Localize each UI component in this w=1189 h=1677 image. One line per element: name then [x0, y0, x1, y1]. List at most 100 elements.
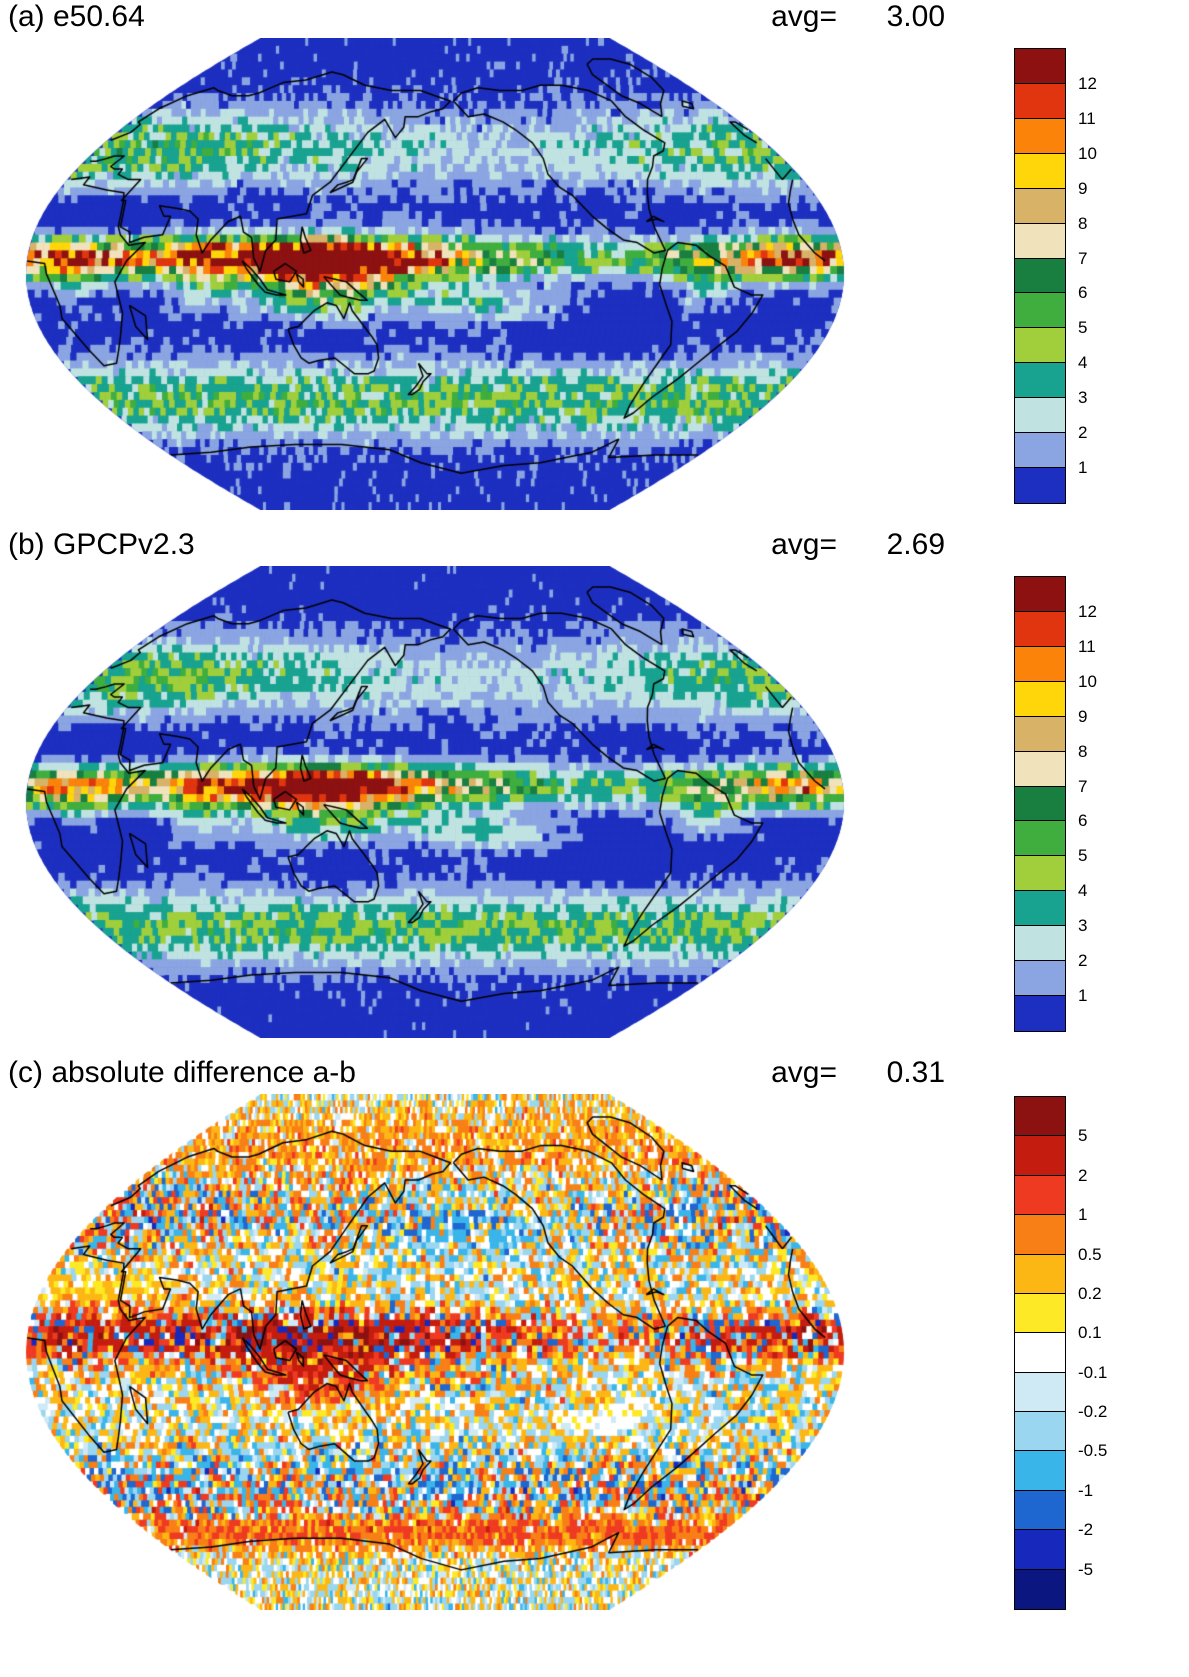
colorbar-box	[1015, 1530, 1065, 1570]
panel-b-avg-value: 2.69	[886, 528, 945, 561]
colorbar-box	[1015, 716, 1065, 752]
colorbar-b-stack	[1014, 576, 1066, 1032]
panel-b-avg-label: avg=	[771, 528, 837, 561]
colorbar-tick-label: 0.2	[1078, 1283, 1102, 1303]
panel-c-title: (c) absolute difference a-b	[8, 1056, 356, 1089]
colorbar-box	[1015, 293, 1065, 329]
colorbar-tick-label: 2	[1078, 423, 1088, 443]
colorbar-tick-label: 2	[1078, 951, 1088, 971]
colorbar-box	[1015, 468, 1065, 503]
colorbar-box	[1015, 856, 1065, 892]
panel-b: (b) GPCPv2.3 avg= 2.69 12 11 10 9 8 7 6 5 4 3 2 1	[0, 528, 1189, 1056]
colorbar-box	[1015, 398, 1065, 434]
colorbar-tick-label: 5	[1078, 846, 1088, 866]
colorbar-box	[1015, 328, 1065, 364]
panel-a-avg-label: avg=	[771, 0, 837, 33]
colorbar-box	[1015, 926, 1065, 962]
colorbar-tick-label: 8	[1078, 213, 1088, 233]
colorbar-tick-label: -0.2	[1078, 1402, 1108, 1422]
colorbar-tick-label: 4	[1078, 353, 1088, 373]
colorbar-tick-label: -2	[1078, 1520, 1094, 1540]
panel-a-title: (a) e50.64	[8, 0, 145, 33]
panel-a-avg-value: 3.00	[886, 0, 945, 33]
colorbar-box	[1015, 1215, 1065, 1255]
colorbar-box	[1015, 1372, 1065, 1412]
colorbar-tick-label: 6	[1078, 283, 1088, 303]
panel-c-avg-value: 0.31	[886, 1056, 945, 1089]
colorbar-tick-label: -0.1	[1078, 1362, 1108, 1382]
colorbar-tick-label: 8	[1078, 741, 1088, 761]
colorbar-box	[1015, 1254, 1065, 1294]
colorbar-tick-label: 10	[1078, 671, 1097, 691]
colorbar-box	[1015, 223, 1065, 259]
colorbar-box	[1015, 891, 1065, 927]
colorbar-box	[1015, 153, 1065, 189]
colorbar-tick-label: 11	[1078, 636, 1096, 656]
colorbar-box	[1015, 681, 1065, 717]
colorbar-box	[1015, 646, 1065, 682]
colorbar-b: 12 11 10 9 8 7 6 5 4 3 2 1	[1014, 576, 1097, 1032]
colorbar-a: 12 11 10 9 8 7 6 5 4 3 2 1	[1014, 48, 1097, 504]
colorbar-tick-label: 12	[1078, 73, 1097, 93]
colorbar-box	[1015, 1569, 1065, 1609]
colorbar-box	[1015, 1333, 1065, 1373]
colorbar-tick-label: 12	[1078, 601, 1097, 621]
colorbar-box	[1015, 786, 1065, 822]
colorbar-tick-label: 7	[1078, 776, 1088, 796]
colorbar-tick-label: 3	[1078, 916, 1088, 936]
colorbar-tick-label: 2	[1078, 1165, 1088, 1185]
colorbar-tick-label: 9	[1078, 706, 1088, 726]
colorbar-box	[1015, 996, 1065, 1031]
colorbar-box	[1015, 258, 1065, 294]
colorbar-tick-label: 1	[1078, 986, 1088, 1006]
map-a	[25, 38, 845, 510]
colorbar-box	[1015, 1175, 1065, 1216]
colorbar-box	[1015, 1490, 1065, 1531]
colorbar-box	[1015, 961, 1065, 997]
colorbar-box	[1015, 1097, 1065, 1137]
colorbar-box	[1015, 118, 1065, 154]
panel-c-avg-label: avg=	[771, 1056, 837, 1089]
colorbar-box	[1015, 49, 1065, 84]
colorbar-tick-label: -0.5	[1078, 1441, 1108, 1461]
colorbar-box	[1015, 188, 1065, 224]
colorbar-tick-label: 5	[1078, 1126, 1088, 1146]
colorbar-tick-label: 5	[1078, 318, 1088, 338]
colorbar-tick-label: 4	[1078, 881, 1088, 901]
panel-a-avg: avg= 3.00	[771, 0, 945, 34]
colorbar-box	[1015, 1136, 1065, 1176]
colorbar-tick-label: 7	[1078, 248, 1088, 268]
colorbar-box	[1015, 821, 1065, 857]
colorbar-box	[1015, 433, 1065, 469]
panel-b-avg: avg= 2.69	[771, 528, 945, 562]
colorbar-tick-label: 1	[1078, 458, 1088, 478]
colorbar-tick-label: -5	[1078, 1559, 1094, 1579]
colorbar-tick-label: 1	[1078, 1205, 1088, 1225]
colorbar-box	[1015, 577, 1065, 612]
map-c	[25, 1094, 845, 1610]
map-b	[25, 566, 845, 1038]
colorbar-tick-label: 11	[1078, 108, 1096, 128]
colorbar-tick-label: 0.5	[1078, 1244, 1102, 1264]
colorbar-tick-label: 0.1	[1078, 1323, 1102, 1343]
colorbar-tick-label: -1	[1078, 1480, 1094, 1500]
panel-a: (a) e50.64 avg= 3.00 12 11 10 9 8 7 6 5 4 3 2 1	[0, 0, 1189, 528]
colorbar-box	[1015, 1412, 1065, 1452]
colorbar-tick-label: 10	[1078, 143, 1097, 163]
colorbar-c: 5 2 1 0.5 0.2 0.1 -0.1 -0.2 -0.5 -1 -2 -5	[1014, 1096, 1107, 1610]
panel-c: (c) absolute difference a-b avg= 0.31 5 2 1…	[0, 1056, 1189, 1677]
colorbar-tick-label: 3	[1078, 388, 1088, 408]
colorbar-box	[1015, 1293, 1065, 1334]
panel-b-title: (b) GPCPv2.3	[8, 528, 195, 561]
colorbar-box	[1015, 363, 1065, 399]
colorbar-c-stack	[1014, 1096, 1066, 1610]
colorbar-a-stack	[1014, 48, 1066, 504]
colorbar-box	[1015, 611, 1065, 647]
colorbar-tick-label: 9	[1078, 178, 1088, 198]
colorbar-tick-label: 6	[1078, 811, 1088, 831]
colorbar-box	[1015, 1451, 1065, 1491]
panel-c-avg: avg= 0.31	[771, 1056, 945, 1090]
colorbar-box	[1015, 83, 1065, 119]
colorbar-box	[1015, 751, 1065, 787]
